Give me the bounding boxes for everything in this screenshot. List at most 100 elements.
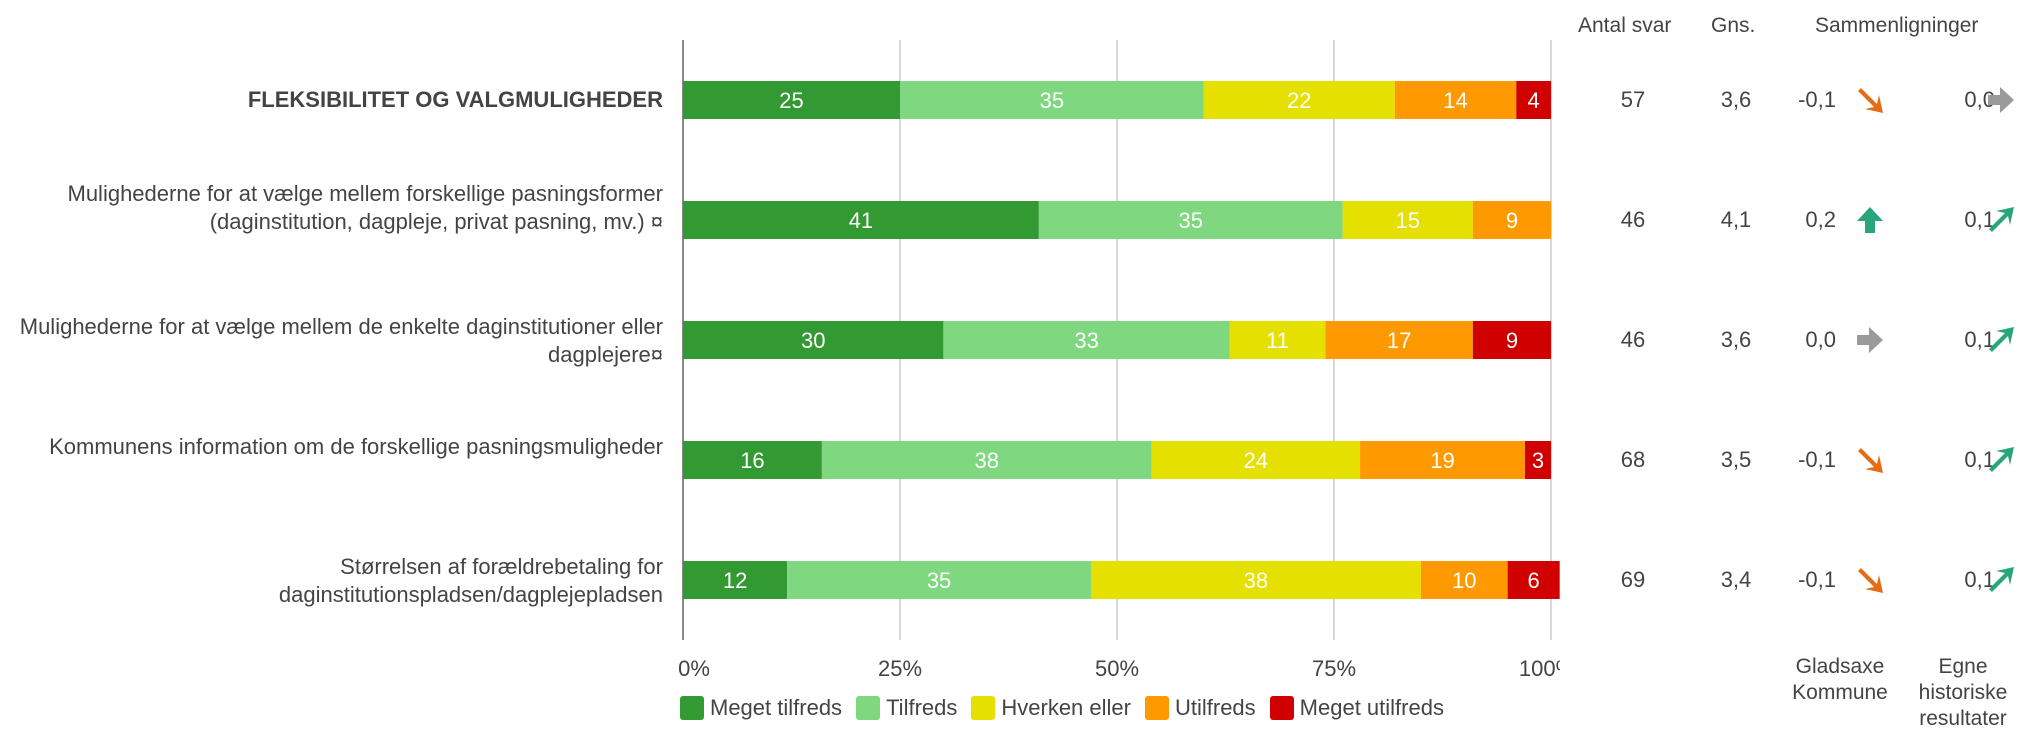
arrow-right-icon <box>1986 85 2016 115</box>
legend-label: Tilfreds <box>886 695 958 720</box>
row-label: FLEKSIBILITET OG VALGMULIGHEDER <box>247 87 663 112</box>
gns-value: 3,5 <box>1720 447 1752 472</box>
header-sammenligninger: Sammenligninger <box>1815 14 1979 37</box>
antal-svar-value: 46 <box>1620 207 1646 232</box>
bar-data-label: 22 <box>1287 88 1311 113</box>
bar-data-label: 6 <box>1528 568 1540 593</box>
bar-segment <box>1038 201 1343 239</box>
cmp1-value: -0,1 <box>1798 447 1836 472</box>
gns-value: 3,6 <box>1720 327 1752 352</box>
bar-data-label: 38 <box>1244 568 1268 593</box>
gns-value: 3,4 <box>1720 567 1752 592</box>
gns-value: 4,1 <box>1720 207 1752 232</box>
legend-swatch <box>1269 696 1294 720</box>
bar-data-label: 30 <box>801 328 825 353</box>
bar-segment <box>1203 81 1395 119</box>
bar-segment <box>1420 561 1508 599</box>
bar-segment <box>787 561 1091 599</box>
row-label: Mulighederne for at vælge mellem de enke… <box>19 314 663 367</box>
bar-segment <box>1507 561 1560 599</box>
legend-label: Meget utilfreds <box>1299 695 1444 720</box>
legend-label: Utilfreds <box>1174 695 1256 720</box>
arrow-down-right-icon <box>1855 565 1885 595</box>
bar-segment <box>1394 81 1517 119</box>
arrow-down-right-icon <box>1855 85 1885 115</box>
arrow-right-icon <box>1855 325 1885 355</box>
bar-data-label: 12 <box>723 568 747 593</box>
cmp1-value: -0,1 <box>1798 87 1836 112</box>
bar-segment <box>1360 441 1525 479</box>
arrow-down-right-icon <box>1855 445 1885 475</box>
cmp1-value: -0,1 <box>1798 567 1836 592</box>
row-label: Kommunens information om de forskellige … <box>49 434 663 459</box>
header-gns: Gns. <box>1711 14 1756 37</box>
antal-svar-value: 57 <box>1620 87 1646 112</box>
cmp2-value: 0,1 <box>1964 567 1995 592</box>
legend-swatch <box>971 696 996 720</box>
arrow-up-right-icon <box>1986 565 2016 595</box>
x-tick-label: 0% <box>678 656 710 681</box>
bar-segment <box>683 561 788 599</box>
gns-value: 3,6 <box>1720 87 1752 112</box>
bar-data-label: 10 <box>1452 568 1476 593</box>
arrow-up-right-icon <box>1986 445 2016 475</box>
bar-data-label: 24 <box>1244 448 1268 473</box>
legend-swatch <box>680 696 704 720</box>
bar-segment <box>683 321 944 359</box>
row-label: Mulighederne for at vælge mellem forskel… <box>67 181 664 234</box>
x-tick-label: 50% <box>1095 656 1139 681</box>
bar-segment <box>683 81 900 119</box>
bar-data-label: 41 <box>849 208 873 233</box>
bar-data-label: 14 <box>1443 88 1467 113</box>
bar-segment <box>1472 201 1551 239</box>
bar-data-label: 15 <box>1396 208 1420 233</box>
bar-data-label: 25 <box>779 88 803 113</box>
legend-item: Utilfreds <box>1144 695 1256 721</box>
footer-cmp1-label: Gladsaxe Kommune <box>1792 655 1888 704</box>
legend-label: Meget tilfreds <box>710 695 843 720</box>
bar-segment <box>1472 321 1551 359</box>
antal-svar-value: 69 <box>1620 567 1646 592</box>
bar-data-label: 3 <box>1532 448 1544 473</box>
bar-segment <box>1516 81 1551 119</box>
bar-segment <box>1151 441 1361 479</box>
bar-segment <box>900 81 1204 119</box>
row-label: Størrelsen af forældrebetaling for dagin… <box>278 554 663 607</box>
x-tick-label: 75% <box>1312 656 1356 681</box>
bar-data-label: 4 <box>1528 88 1540 113</box>
bar-segment <box>1342 201 1473 239</box>
bar-segment <box>821 441 1152 479</box>
cmp2-value: 0,1 <box>1964 327 1995 352</box>
legend-swatch <box>856 696 881 720</box>
cmp1-value: 0,2 <box>1805 207 1836 232</box>
bar-segment <box>1325 321 1473 359</box>
footer-cmp2-label: Egne historiske resultater <box>1918 655 2008 730</box>
x-tick-label: 25% <box>878 656 922 681</box>
bar-segment <box>1090 561 1421 599</box>
bar-data-label: 35 <box>1179 208 1203 233</box>
stacked-bar-chart: 0% 25% 50% 75% 100% 25 35 22 14 4 41 35 15 9 30 33 11 17 9… <box>678 40 1560 681</box>
bar-data-label: 35 <box>927 568 951 593</box>
bar-segment <box>943 321 1230 359</box>
bar-segment <box>1229 321 1326 359</box>
x-tick-label: 100% <box>1519 656 1560 681</box>
bar-segment <box>683 201 1039 239</box>
bar-data-label: 19 <box>1430 448 1454 473</box>
bar-segment <box>683 441 822 479</box>
arrow-up-icon <box>1855 205 1885 235</box>
bar-data-label: 35 <box>1040 88 1064 113</box>
bar-data-label: 17 <box>1387 328 1411 353</box>
legend-swatch <box>1144 696 1169 720</box>
legend-item: Hverken eller <box>971 695 1131 721</box>
bar-data-label: 9 <box>1506 328 1518 353</box>
legend-item: Tilfreds <box>856 695 957 721</box>
bar-data-label: 16 <box>740 448 764 473</box>
cmp2-value: 0,1 <box>1964 207 1995 232</box>
arrow-up-right-icon <box>1986 325 2016 355</box>
arrow-up-right-icon <box>1986 205 2016 235</box>
antal-svar-value: 46 <box>1620 327 1646 352</box>
bar-data-label: 38 <box>975 448 999 473</box>
cmp1-value: 0,0 <box>1805 327 1836 352</box>
bar-data-label: 33 <box>1074 328 1098 353</box>
bar-segment <box>1524 441 1551 479</box>
